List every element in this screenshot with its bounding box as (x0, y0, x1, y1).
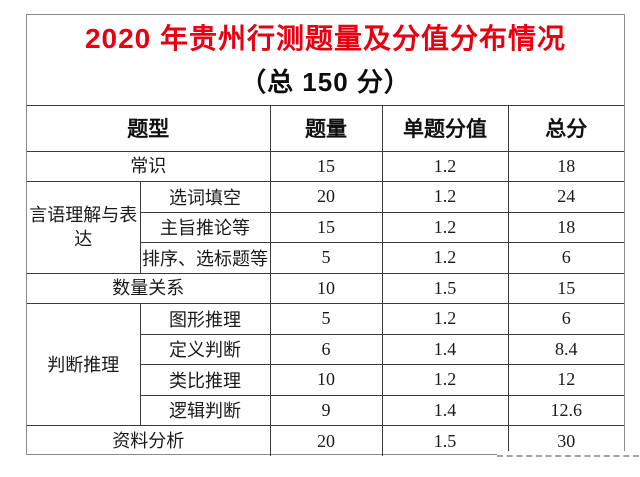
count-cell: 20 (269, 181, 383, 213)
table-subtitle: （总 150 分） (240, 67, 411, 97)
total-cell: 8.4 (507, 333, 624, 365)
subcategory-cell: 逻辑判断 (140, 394, 271, 426)
table-row-changshi: 常识 15 1.2 18 (27, 150, 624, 182)
count-cell: 5 (269, 242, 383, 274)
total-cell: 30 (507, 425, 624, 456)
table-row-paixu: 排序、选标题等 5 1.2 6 (27, 242, 624, 274)
group-cell-yanyu: 言语理解与表达 (27, 181, 141, 274)
count-cell: 6 (269, 333, 383, 365)
unit-score-cell: 1.2 (381, 364, 509, 396)
total-cell: 15 (507, 272, 624, 304)
category-cell: 常识 (27, 150, 271, 182)
col-header-unit-score: 单题分值 (381, 106, 509, 152)
subcategory-cell: 类比推理 (140, 364, 271, 396)
category-cell: 数量关系 (27, 272, 271, 304)
subcategory-cell: 排序、选标题等 (140, 242, 271, 274)
count-cell: 9 (269, 394, 383, 426)
subcategory-cell: 图形推理 (139, 303, 271, 335)
total-cell: 12.6 (507, 394, 624, 426)
col-header-question-count: 题量 (269, 106, 383, 152)
count-cell: 10 (269, 272, 383, 304)
count-cell: 10 (269, 364, 383, 396)
col-header-total-score: 总分 (507, 106, 624, 152)
unit-score-cell: 1.5 (381, 272, 509, 304)
count-cell: 5 (269, 303, 383, 335)
table-title: 2020 年贵州行测题量及分值分布情况 (84, 23, 567, 54)
subcategory-cell: 定义判断 (140, 333, 271, 365)
table-row-shuliang: 数量关系 10 1.5 15 (27, 272, 624, 304)
count-cell: 15 (269, 211, 383, 243)
category-cell: 资料分析 (27, 425, 271, 456)
count-cell: 20 (269, 425, 383, 456)
col-header-question-type: 题型 (27, 106, 271, 152)
unit-score-cell: 1.2 (381, 181, 509, 213)
table-row-xuanci: 言语理解与表达 选词填空 20 1.2 24 (27, 181, 624, 274)
bottom-right-dashed-watermark-line (497, 451, 639, 457)
header-row: 题型 题量 单题分值 总分 (27, 106, 624, 152)
subcategory-cell: 选词填空 (139, 181, 271, 213)
total-cell: 18 (507, 211, 624, 243)
table-row-tuxing: 判断推理 图形推理 5 1.2 6 (27, 303, 624, 426)
total-cell: 12 (507, 364, 624, 396)
total-cell: 18 (507, 150, 624, 182)
unit-score-cell: 1.5 (381, 425, 509, 456)
score-distribution-table-card: 2020 年贵州行测题量及分值分布情况 （总 150 分） 题型 题量 单题分值… (26, 14, 625, 456)
unit-score-cell: 1.4 (381, 394, 509, 426)
unit-score-cell: 1.4 (381, 333, 509, 365)
unit-score-cell: 1.2 (381, 150, 509, 182)
table-row-ziliao: 资料分析 20 1.5 30 (27, 425, 624, 456)
unit-score-cell: 1.2 (381, 211, 509, 243)
table-row-luoji: 逻辑判断 9 1.4 12.6 (27, 394, 624, 426)
table-title-block: 2020 年贵州行测题量及分值分布情况 （总 150 分） (27, 15, 624, 106)
group-cell-panduan: 判断推理 (27, 303, 141, 426)
total-cell: 6 (507, 242, 624, 274)
score-table: 题型 题量 单题分值 总分 常识 15 1.2 18 言语理解与表达 选词填空 … (27, 106, 624, 456)
subcategory-cell: 主旨推论等 (140, 211, 271, 243)
unit-score-cell: 1.2 (381, 242, 509, 274)
unit-score-cell: 1.2 (381, 303, 509, 335)
count-cell: 15 (269, 150, 383, 182)
total-cell: 24 (507, 181, 624, 213)
total-cell: 6 (507, 303, 624, 335)
